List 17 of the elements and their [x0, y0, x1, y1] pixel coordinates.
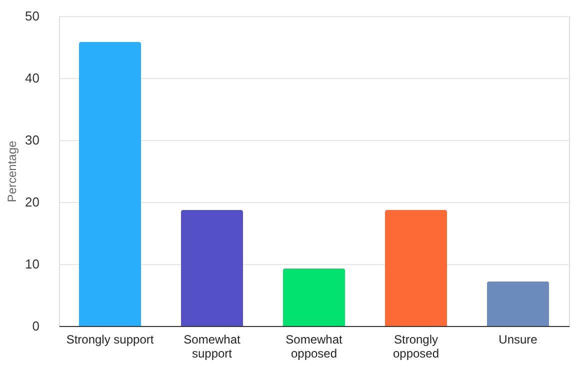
bar — [487, 281, 549, 326]
x-tick-label: Unsure — [498, 332, 538, 346]
x-tick-label: Somewhat opposed — [286, 332, 344, 360]
y-tick-label: 40 — [25, 70, 40, 86]
y-axis-title: Percentage — [5, 140, 20, 202]
y-tick-label: 50 — [25, 8, 40, 24]
x-tick-label: Strongly opposed — [392, 332, 440, 360]
y-tick-label: 10 — [25, 256, 40, 272]
y-tick-label: 20 — [25, 194, 40, 210]
bar — [181, 210, 243, 326]
bar — [385, 210, 447, 326]
x-tick-label: Strongly support — [66, 332, 154, 346]
bar — [79, 42, 141, 326]
y-tick-label: 30 — [25, 132, 40, 148]
y-tick-label: 0 — [32, 318, 40, 334]
bar — [283, 268, 345, 326]
x-tick-label: Somewhat support — [184, 332, 242, 360]
